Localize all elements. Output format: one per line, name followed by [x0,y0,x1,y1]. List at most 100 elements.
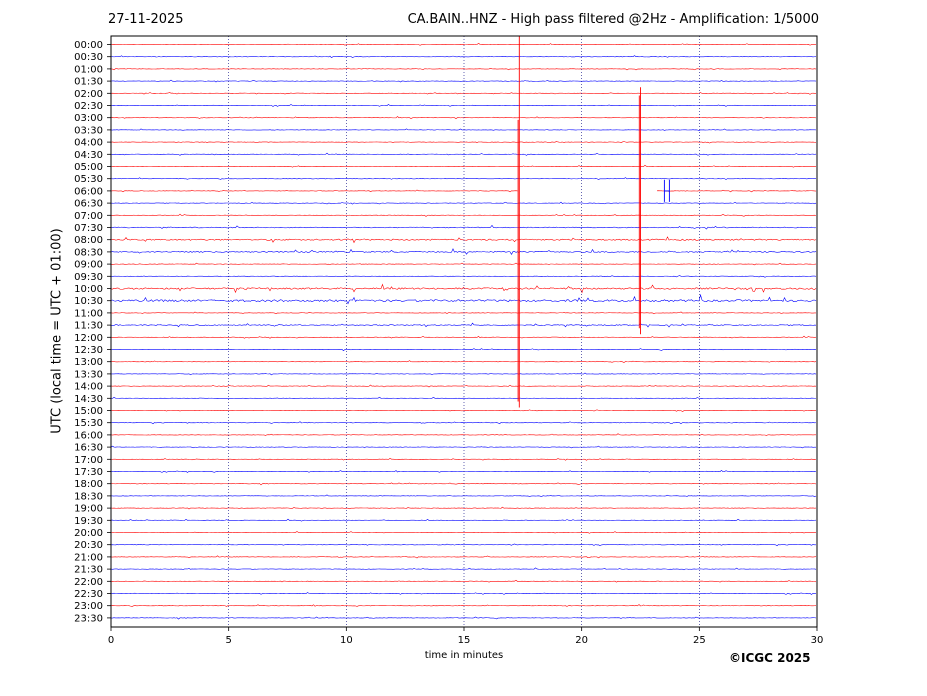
y-tick-label: 09:00 [74,260,103,271]
y-tick-label: 20:30 [74,540,103,551]
trace-0300 [110,116,817,119]
y-tick-label: 19:30 [74,516,103,527]
x-tick-label: 25 [693,635,706,646]
y-tick-label: 18:30 [74,491,103,502]
trace-0800 [110,236,817,244]
trace-0000 [110,43,817,46]
y-tick-label: 23:00 [74,601,103,612]
trace-1430 [110,396,817,400]
trace-0430 [110,152,817,156]
x-axis-label: time in minutes [424,650,504,661]
y-tick-label: 17:00 [74,455,103,466]
y-tick-label: 14:30 [74,394,103,405]
y-tick-label: 22:30 [74,589,103,600]
trace-1700 [110,457,817,461]
y-tick-label: 19:00 [74,504,103,515]
y-tick-label: 04:30 [74,150,103,161]
trace-1930 [110,518,817,522]
trace-0900 [110,262,817,266]
y-tick-label: 13:30 [74,369,103,380]
y-tick-label: 23:30 [74,613,103,624]
plot-frame [110,35,818,628]
y-tick-label: 10:00 [74,284,103,295]
y-tick-label: 03:00 [74,113,103,124]
y-tick-label: 16:30 [74,443,103,454]
event-spike-3 [663,179,670,202]
y-tick-label: 01:30 [74,77,103,88]
trace-0600 [110,189,817,193]
y-tick-label: 01:00 [74,64,103,75]
y-tick-label: 03:30 [74,125,103,136]
trace-0030 [110,55,817,59]
y-tick-label: 17:30 [74,467,103,478]
trace-2200 [110,579,817,583]
chart-date: 27-11-2025 [108,12,184,27]
trace-1130 [110,322,817,328]
trace-0200 [110,92,817,95]
trace-1730 [110,469,817,473]
y-tick-label: 06:00 [74,186,103,197]
y-tick-label: 12:30 [74,345,103,356]
trace-0130 [110,79,817,83]
x-tick-label: 15 [458,635,471,646]
trace-1800 [110,482,817,486]
event-spike-2 [638,87,641,335]
trace-1400 [110,384,817,388]
trace-2130 [110,567,817,571]
y-tick-label: 15:30 [74,418,103,429]
trace-1500 [110,409,817,412]
trace-0100 [110,67,817,71]
trace-0230 [110,104,817,107]
y-tick-label: 02:00 [74,89,103,100]
x-tick-label: 30 [811,635,824,646]
copyright-notice: ©ICGC 2025 [729,651,811,665]
trace-0500 [110,164,817,168]
trace-2030 [110,543,816,547]
trace-0730 [110,224,817,230]
trace-1600 [110,433,817,436]
y-tick-label: 13:00 [74,357,103,368]
x-tick-label: 0 [108,635,114,646]
y-tick-label: 05:00 [74,162,103,173]
y-tick-label: 18:00 [74,479,103,490]
y-tick-label: 05:30 [74,174,103,185]
trace-1030 [110,293,817,305]
x-tick-label: 5 [225,635,231,646]
trace-1000 [110,283,817,294]
trace-0930 [110,275,817,278]
y-tick-label: 21:30 [74,565,103,576]
trace-1200 [110,335,817,339]
y-tick-label: 12:00 [74,333,103,344]
y-tick-label: 21:00 [74,552,103,563]
trace-1900 [110,506,817,510]
y-tick-label: 14:00 [74,382,103,393]
trace-1530 [110,421,817,425]
trace-1330 [110,372,817,376]
trace-2230 [110,592,817,595]
y-tick-label: 15:00 [74,406,103,417]
trace-0530 [110,177,817,180]
trace-2330 [110,616,817,620]
y-tick-label: 11:30 [74,321,103,332]
y-tick-label: 07:00 [74,211,103,222]
trace-1300 [110,360,817,363]
y-tick-label: 00:00 [74,40,103,51]
trace-1830 [110,494,817,498]
trace-2100 [110,555,817,559]
y-tick-label: 09:30 [74,272,103,283]
trace-0630 [110,201,817,205]
chart-title: CA.BAIN..HNZ - High pass filtered @2Hz -… [407,12,819,27]
trace-1630 [110,445,817,449]
trace-2000 [110,531,817,534]
y-tick-label: 00:30 [74,52,103,63]
x-tick-label: 20 [575,635,588,646]
trace-0400 [110,141,817,144]
y-tick-label: 08:00 [74,235,103,246]
trace-0700 [110,213,817,217]
y-tick-label: 08:30 [74,247,103,258]
y-tick-label: 16:00 [74,430,103,441]
y-tick-label: 02:30 [74,101,103,112]
trace-1230 [110,348,817,352]
x-tick-label: 10 [340,635,353,646]
